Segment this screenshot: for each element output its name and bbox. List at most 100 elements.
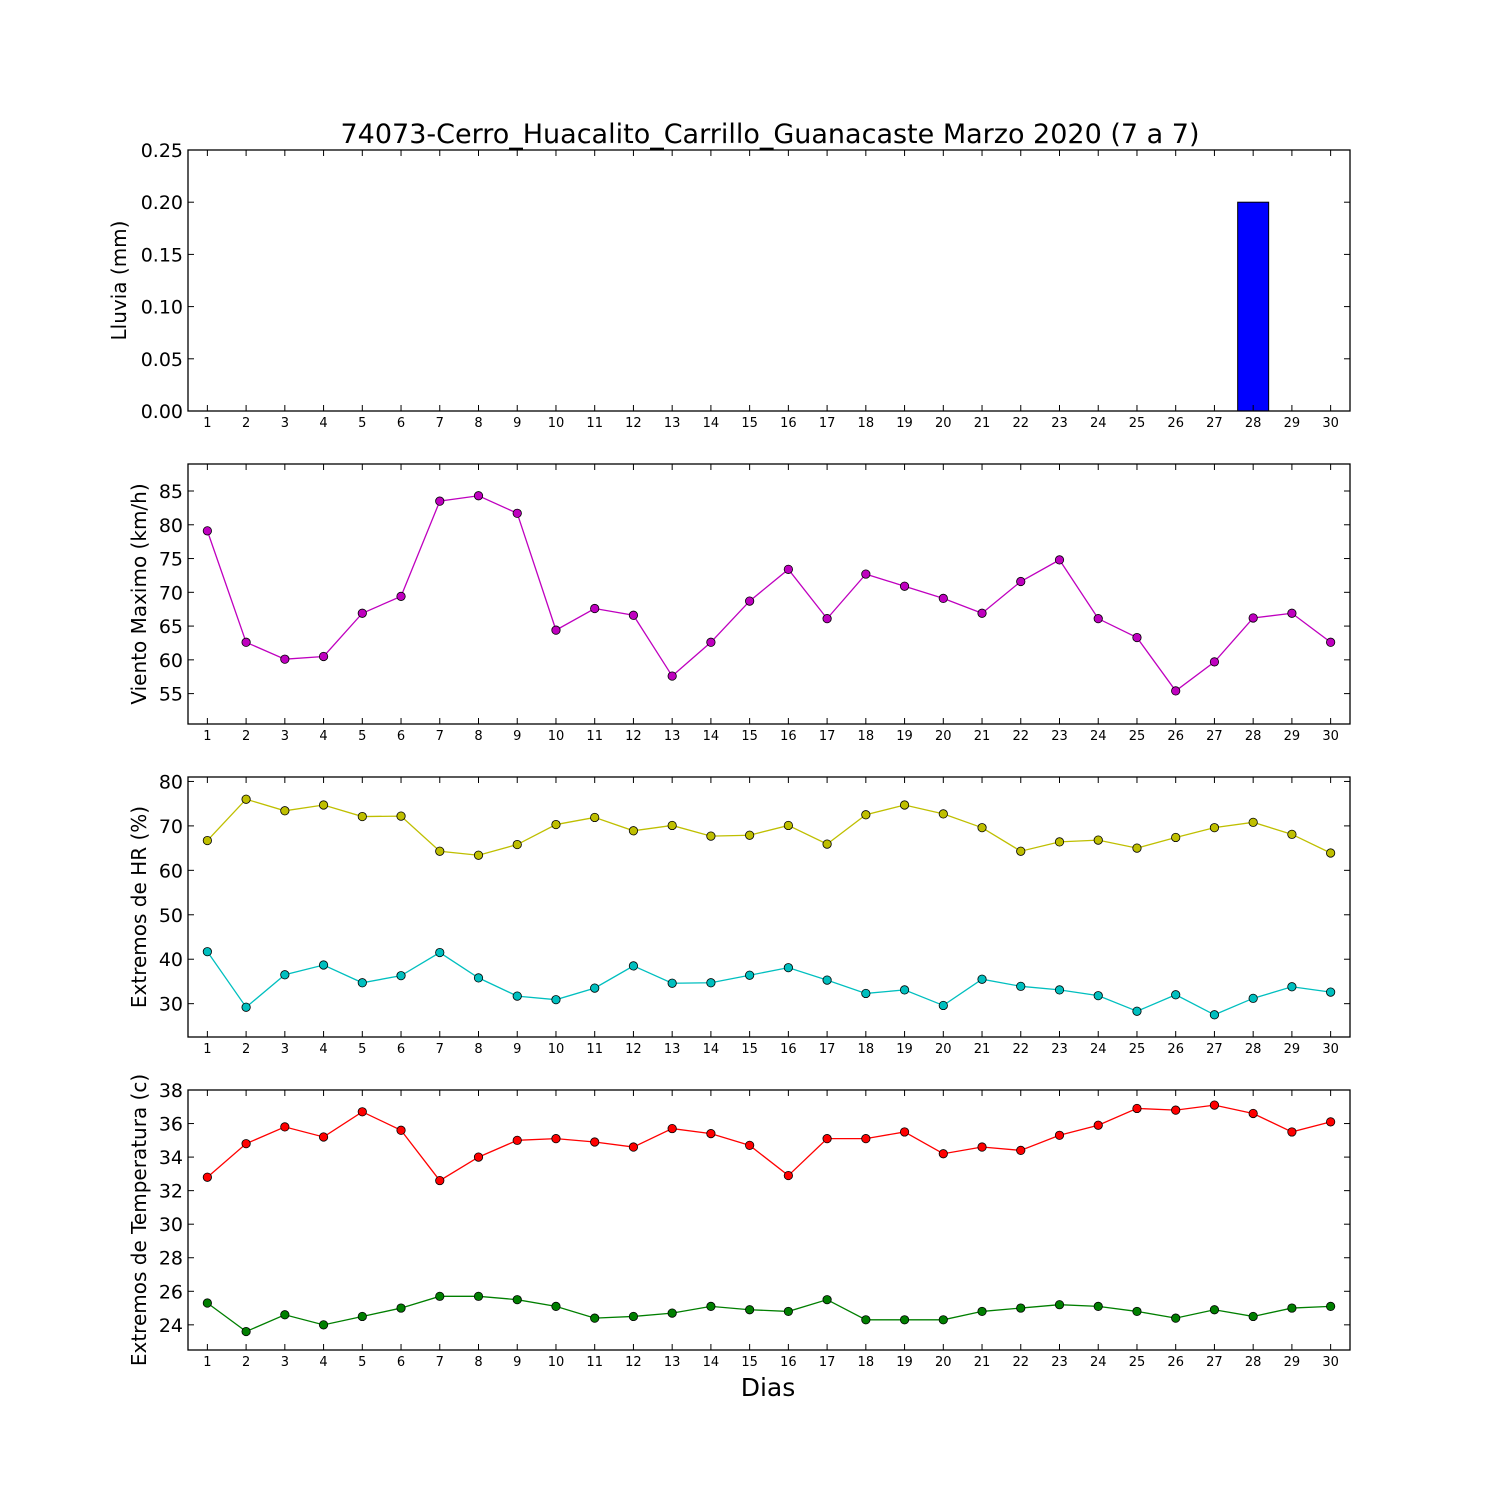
x-tick-label: 12 [625, 416, 642, 431]
data-point [938, 1149, 948, 1159]
data-point [899, 1127, 910, 1137]
x-tick-label: 28 [1245, 416, 1262, 431]
x-tick-label: 8 [474, 1042, 482, 1057]
x-tick-label: 9 [513, 729, 521, 744]
data-point [628, 1142, 639, 1152]
x-tick-label: 6 [397, 1355, 405, 1370]
data-point [706, 831, 716, 841]
x-tick-label: 9 [513, 1042, 521, 1057]
data-point [551, 819, 561, 830]
x-tick-label: 14 [703, 1355, 720, 1370]
y-tick-label: 34 [159, 1147, 183, 1169]
x-tick-label: 11 [586, 1042, 603, 1057]
x-tick-label: 7 [436, 1355, 444, 1370]
x-tick-label: 11 [586, 416, 603, 431]
data-point [977, 608, 987, 618]
x-tick-label: 23 [1051, 1355, 1068, 1370]
series-line-1 [206, 1104, 1331, 1182]
series-line-1 [206, 798, 1331, 856]
x-tick-label: 21 [974, 729, 991, 744]
data-point [1326, 848, 1336, 858]
data-point [706, 637, 716, 647]
data-point [590, 812, 600, 823]
x-tick-label: 9 [513, 1355, 521, 1370]
data-point [1326, 1301, 1336, 1311]
data-point [745, 1140, 755, 1150]
x-tick-label: 22 [1012, 1042, 1029, 1057]
data-point [938, 593, 948, 603]
x-tick-label: 23 [1051, 416, 1068, 431]
x-tick-label: 7 [436, 1042, 444, 1057]
data-point [1171, 1313, 1181, 1323]
data-point [1248, 613, 1258, 623]
y-tick-label: 0.25 [141, 140, 183, 162]
data-point [318, 651, 329, 662]
data-point [745, 596, 755, 606]
x-tick-label: 5 [358, 1355, 366, 1370]
data-point [512, 508, 522, 518]
x-tick-label: 3 [281, 729, 289, 744]
data-point [977, 823, 987, 833]
plot-frame [187, 1089, 1351, 1351]
data-point [590, 1313, 600, 1323]
subplot-1: 0.000.050.100.150.200.251 2 3 4 5 6 7 8 9 10 11 12 1… [107, 140, 1351, 431]
x-tick-label: 15 [741, 1355, 758, 1370]
y-tick-label: 70 [159, 816, 183, 838]
data-point [1132, 1006, 1142, 1016]
data-point [861, 810, 871, 820]
x-tick-label: 11 [586, 1355, 603, 1370]
data-point [977, 1142, 987, 1152]
data-point [318, 960, 329, 970]
series-line-2 [206, 1295, 1331, 1333]
data-point [1171, 686, 1181, 696]
y-axis-label: Lluvia (mm) [107, 221, 131, 341]
x-tick-label: 26 [1167, 729, 1184, 744]
x-tick-label: 20 [935, 1042, 952, 1057]
data-point [745, 970, 755, 980]
data-point [590, 603, 600, 614]
y-tick-label: 60 [159, 650, 183, 672]
y-tick-label: 28 [159, 1248, 183, 1270]
data-point [1132, 1306, 1142, 1317]
x-tick-label: 29 [1284, 416, 1301, 431]
data-point [1171, 990, 1181, 1000]
chart-title: 74073-Cerro_Huacalito_Carrillo_Guanacast… [341, 119, 1200, 150]
data-point [628, 961, 639, 971]
x-tick-label: 29 [1284, 1355, 1301, 1370]
x-tick-label: 20 [935, 729, 952, 744]
data-point [1093, 835, 1103, 845]
data-point [706, 1129, 716, 1139]
data-point [512, 839, 522, 850]
x-tick-label: 24 [1090, 729, 1107, 744]
data-point [1248, 1311, 1258, 1322]
data-point [473, 850, 484, 860]
plot-frame [187, 463, 1351, 725]
data-point [357, 1107, 367, 1117]
x-tick-label: 12 [625, 1355, 642, 1370]
data-point [783, 1170, 793, 1181]
data-point [1171, 832, 1181, 843]
x-tick-label: 28 [1245, 729, 1262, 744]
data-point [435, 1175, 445, 1186]
x-tick-label: 8 [474, 1355, 482, 1370]
data-point [783, 820, 793, 831]
x-tick-label: 18 [858, 1042, 875, 1057]
plot-frame [187, 149, 1351, 412]
data-point [241, 1326, 251, 1337]
data-point [1016, 1145, 1026, 1155]
data-point [280, 970, 290, 980]
y-tick-label: 80 [159, 515, 183, 537]
x-tick-label: 2 [242, 729, 250, 744]
x-tick-label: 13 [664, 1042, 681, 1057]
data-point [473, 491, 484, 501]
data-point [1093, 614, 1103, 624]
data-point [1287, 1303, 1297, 1313]
data-point [1093, 1120, 1103, 1130]
y-tick-label: 0.00 [141, 401, 183, 423]
data-point [318, 1132, 329, 1142]
x-tick-label: 26 [1167, 416, 1184, 431]
data-point [1054, 985, 1065, 995]
data-point [551, 1301, 561, 1311]
x-tick-label: 4 [319, 1042, 327, 1057]
x-tick-label: 27 [1206, 1355, 1223, 1370]
